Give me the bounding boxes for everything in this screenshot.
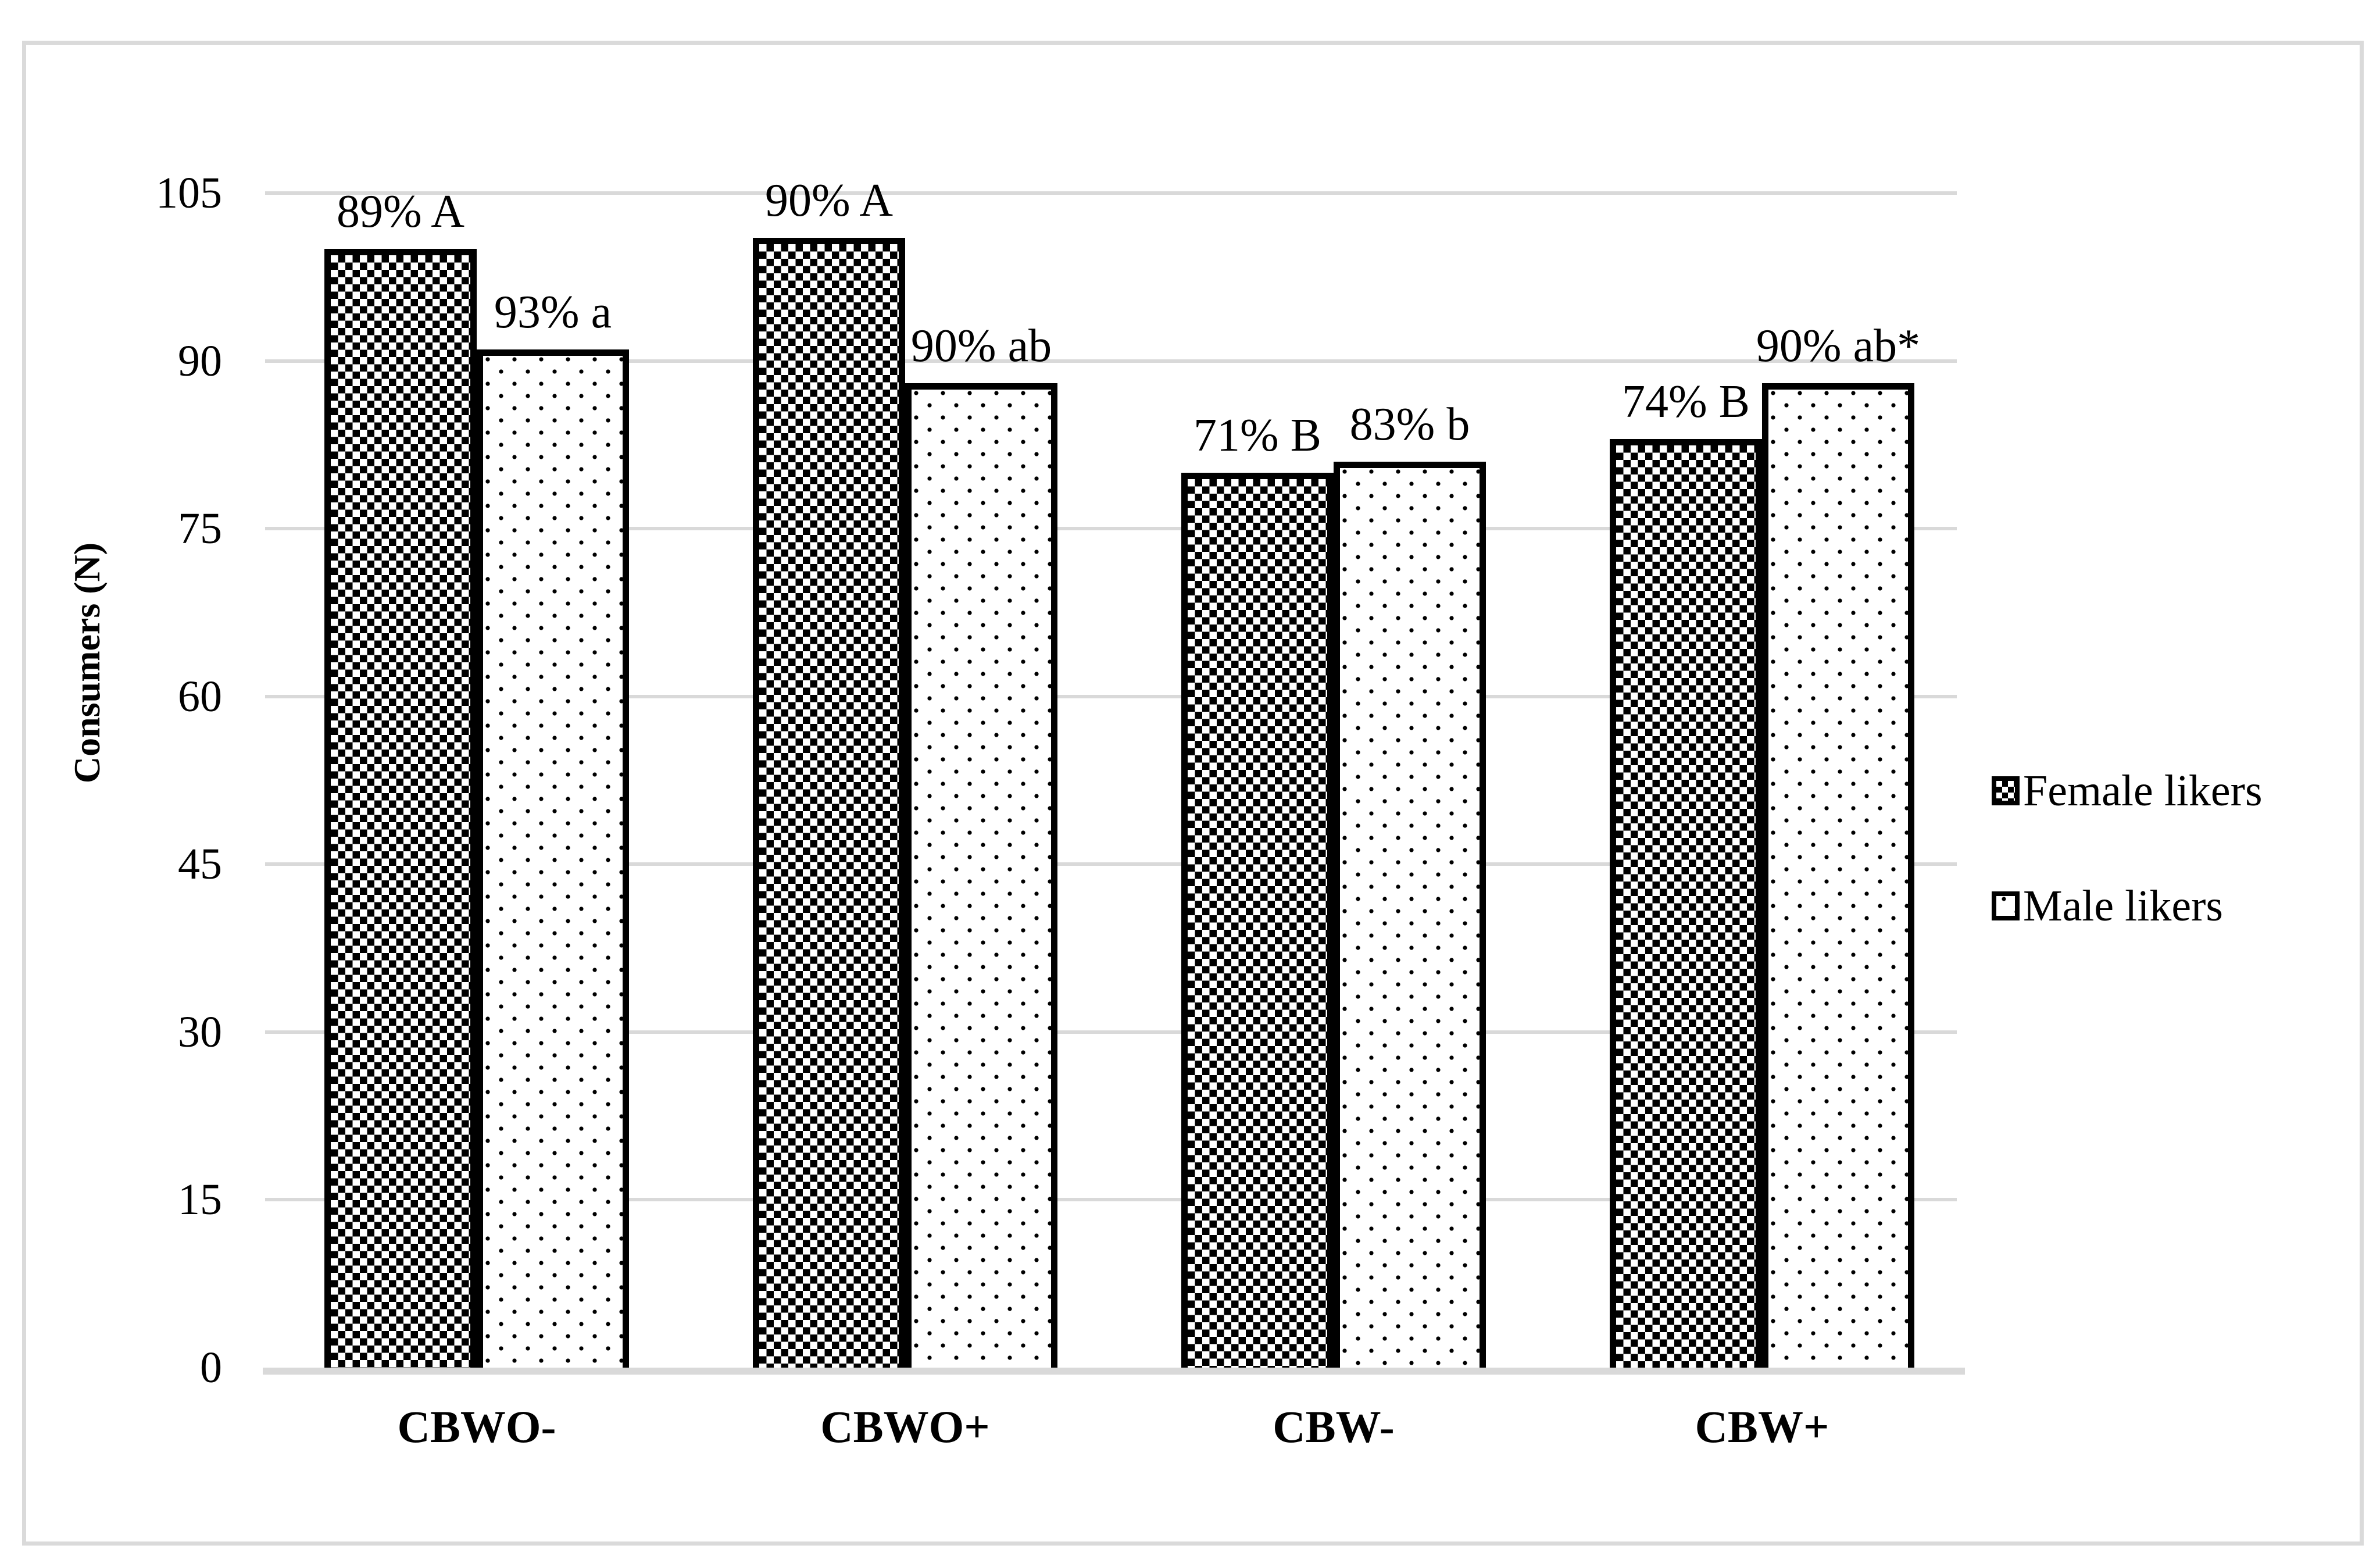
x-category-label-CBW-: CBW- bbox=[1273, 1401, 1395, 1452]
bar-label-female-CBW+: 74% B bbox=[1622, 376, 1750, 428]
gridline-y-105 bbox=[265, 191, 1957, 195]
bar-label-male-CBW-: 83% b bbox=[1349, 398, 1470, 450]
legend-label-male-likers: Male likers bbox=[2023, 881, 2224, 930]
y-tick-label-0: 0 bbox=[200, 1343, 222, 1392]
bar-label-female-CBW-: 71% B bbox=[1193, 409, 1321, 461]
y-tick-label-75: 75 bbox=[178, 504, 222, 554]
y-tick-label-15: 15 bbox=[178, 1175, 222, 1225]
x-category-label-CBW+: CBW+ bbox=[1695, 1401, 1829, 1452]
legend-label-female-likers: Female likers bbox=[2023, 766, 2263, 815]
y-tick-label-105: 105 bbox=[156, 169, 222, 217]
bar-female-CBWO+ bbox=[753, 237, 905, 1368]
bar-male-CBW- bbox=[1334, 461, 1486, 1368]
y-axis-title: Consumers (N) bbox=[66, 542, 108, 784]
legend-item-male-likers: Male likers bbox=[1992, 878, 2223, 934]
bar-female-CBW- bbox=[1181, 472, 1334, 1368]
bar-female-CBW+ bbox=[1610, 439, 1762, 1368]
gridline-y-45 bbox=[265, 862, 1957, 866]
legend-item-female-likers: Female likers bbox=[1992, 763, 2263, 819]
gridline-y-15 bbox=[265, 1198, 1957, 1202]
bar-male-CBWO- bbox=[477, 349, 629, 1368]
x-axis-line bbox=[263, 1368, 1965, 1375]
bar-label-male-CBWO-: 93% a bbox=[494, 287, 612, 338]
y-tick-label-60: 60 bbox=[178, 672, 222, 721]
bar-label-female-CBWO+: 90% A bbox=[765, 174, 893, 226]
y-tick-label-30: 30 bbox=[178, 1007, 222, 1057]
x-category-label-CBWO-: CBWO- bbox=[397, 1401, 556, 1452]
gridline-y-30 bbox=[265, 1030, 1957, 1034]
bar-label-female-CBWO-: 89% A bbox=[337, 186, 464, 238]
bar-female-CBWO- bbox=[324, 249, 477, 1368]
y-tick-label-45: 45 bbox=[178, 840, 222, 889]
gridline-y-75 bbox=[265, 527, 1957, 531]
x-category-label-CBWO+: CBWO+ bbox=[820, 1401, 990, 1452]
bar-male-CBW+ bbox=[1762, 383, 1914, 1368]
gridline-y-90 bbox=[265, 359, 1957, 363]
bar-label-male-CBW+: 90% ab* bbox=[1756, 320, 1921, 372]
male-likers-swatch-icon bbox=[1992, 891, 2020, 920]
bar-label-male-CBWO+: 90% ab bbox=[910, 320, 1052, 372]
y-tick-label-90: 90 bbox=[178, 336, 222, 386]
gridline-y-60 bbox=[265, 694, 1957, 698]
bar-male-CBWO+ bbox=[905, 383, 1057, 1368]
female-likers-swatch-icon bbox=[1992, 776, 2020, 805]
